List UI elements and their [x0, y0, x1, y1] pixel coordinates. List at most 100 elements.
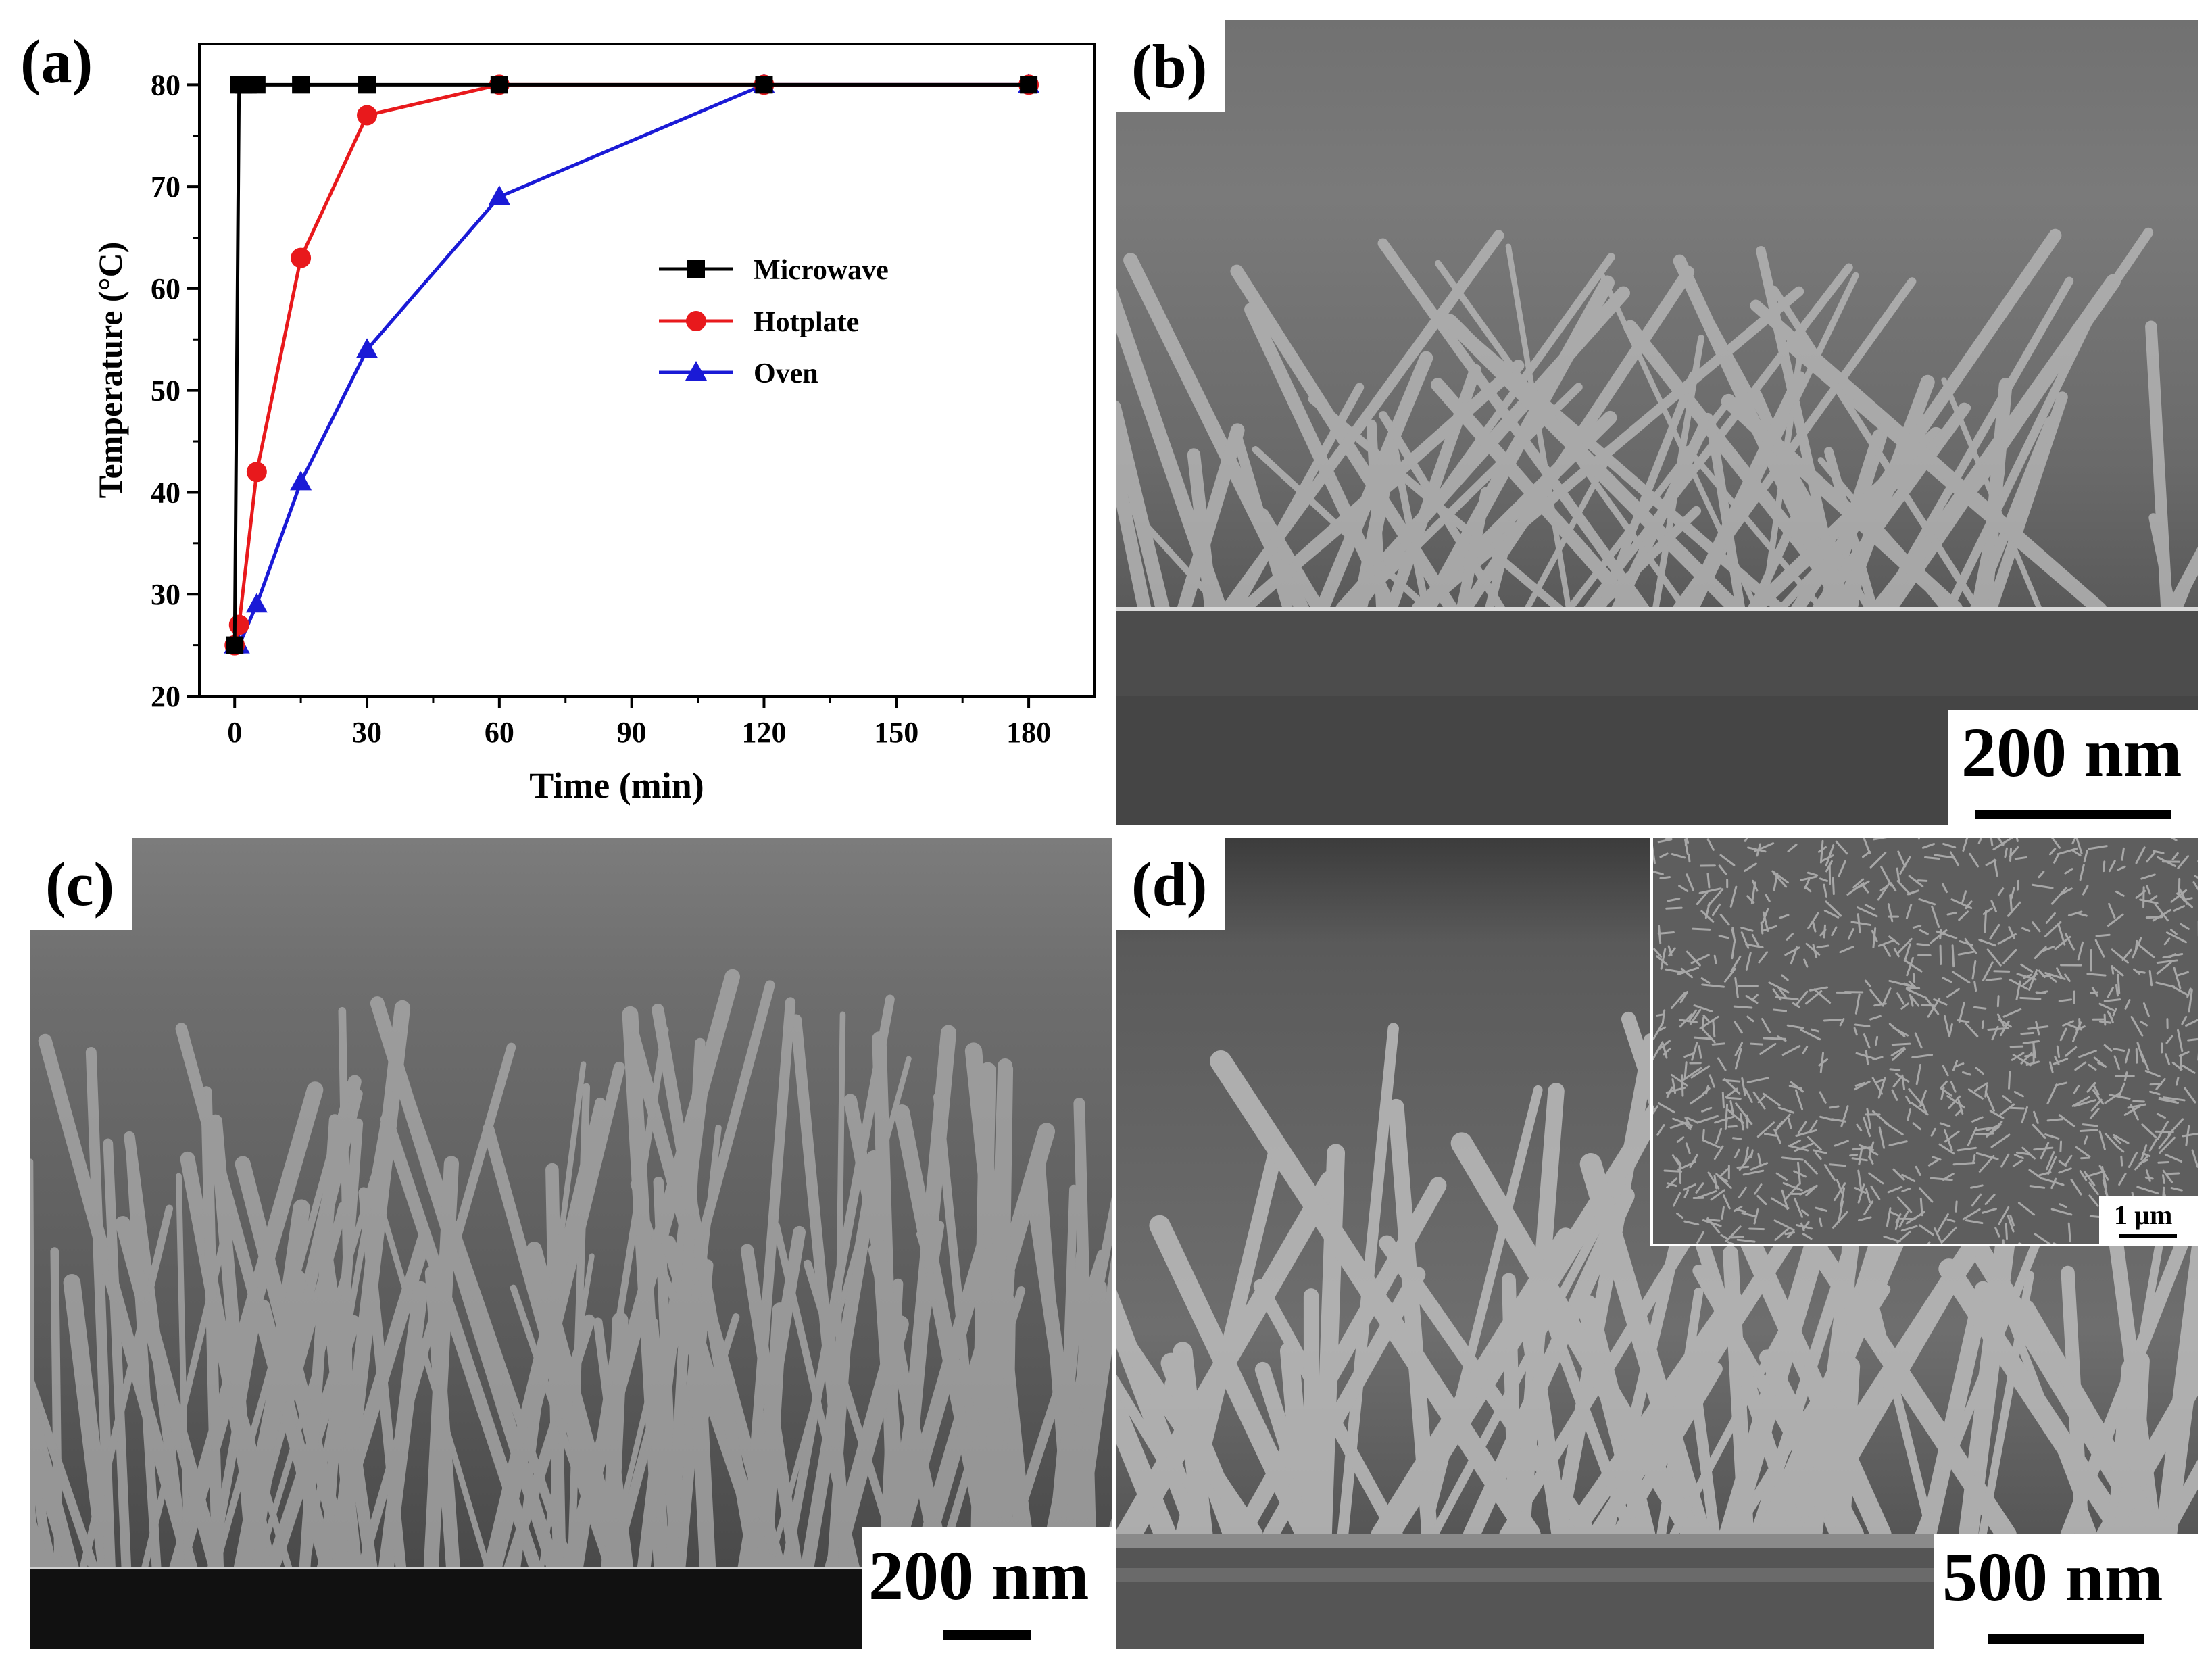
inset-nanorod [1919, 929, 1929, 935]
inset-nanorod [1678, 1167, 1682, 1185]
inset-nanorod [1886, 1207, 1892, 1227]
inset-nanorod [2095, 933, 2111, 937]
inset-nanorod [1777, 1035, 1787, 1042]
inset-nanorod [2009, 894, 2013, 913]
inset-nanorod [1730, 955, 1742, 973]
inset-nanorod [2191, 1149, 2198, 1168]
inset-nanorod [2079, 864, 2085, 881]
inset-nanorod [1772, 988, 1782, 1001]
inset-nanorod [2136, 1186, 2159, 1195]
inset-nanorod [2050, 1208, 2073, 1216]
inset-nanorod [1834, 1182, 1846, 1201]
inset-nanorod [1868, 1172, 1884, 1185]
inset-nanorod [1751, 933, 1761, 948]
inset-nanorod [1786, 1230, 1795, 1239]
nanorod [1456, 487, 1492, 614]
inset-nanorod [1940, 1080, 1948, 1090]
inset-nanorod [1823, 909, 1840, 919]
panel-a-label: (a) [20, 27, 93, 96]
inset-nanorod [2078, 912, 2088, 917]
inset-nanorod [2148, 969, 2153, 987]
inset-nanorod [2155, 1130, 2174, 1133]
inset-nanorod [2132, 937, 2142, 959]
inset-nanorod [1727, 1125, 1738, 1128]
inset-nanorod [1695, 1182, 1704, 1194]
inset-nanorod [2134, 1155, 2148, 1171]
inset-nanorod [1967, 1127, 1977, 1146]
inset-nanorod [2104, 1133, 2119, 1149]
inset-nanorod [1706, 1217, 1721, 1234]
y-tick-label: 40 [151, 476, 180, 509]
inset-nanorod [1944, 1129, 1953, 1152]
inset-nanorod [1670, 1073, 1688, 1087]
inset-nanorod [1752, 879, 1759, 892]
inset-nanorod [2087, 845, 2108, 850]
inset-nanorod [1933, 998, 1948, 1006]
inset-nanorod [2107, 1010, 2113, 1020]
inset-nanorod [1803, 1160, 1818, 1175]
inset-nanorod [1849, 1153, 1859, 1157]
inset-nanorod [2177, 1029, 2184, 1052]
scale-line-b [1975, 810, 2171, 819]
inset-nanorod [1700, 910, 1715, 923]
inset-nanorod [2035, 991, 2046, 994]
inset-nanorod [2004, 847, 2008, 858]
inset-nanorod [1882, 987, 1892, 1006]
inset-nanorod [1667, 1182, 1677, 1188]
inset-nanorod [1738, 1186, 1747, 1199]
inset-nanorod [1770, 1197, 1790, 1210]
x-axis-label: Time (min) [529, 765, 704, 806]
inset-nanorod [1713, 1145, 1724, 1160]
nanorod [30, 1500, 50, 1575]
inset-nanorod [2071, 849, 2082, 857]
inset-nanorod [2002, 948, 2017, 964]
nanorod [1706, 419, 1746, 614]
nanorod [1177, 423, 1245, 616]
inset-nanorod [1765, 894, 1771, 902]
inset-nanorod [2156, 1113, 2166, 1119]
hotplate-line [232, 82, 1029, 646]
inset-nanorod [2097, 1061, 2107, 1068]
inset-nanorod [2113, 1048, 2125, 1052]
inset-nanorod [1779, 914, 1790, 919]
inset-nanorod [1990, 900, 1997, 913]
inset-nanorod [1750, 994, 1759, 1002]
inset-nanorod [1905, 904, 1913, 919]
inset-nanorod [1892, 1027, 1909, 1037]
inset-nanorod [1863, 838, 1871, 854]
inset-nanorod [1915, 1064, 1921, 1085]
inset-nanorod [1896, 937, 1913, 955]
inset-nanorod [2098, 1130, 2106, 1150]
inset-nanorod [1794, 1089, 1804, 1110]
inset-nanorod [1998, 1206, 2010, 1225]
temperature-chart: 0 30 60 90 120 150 180 20 30 40 50 60 70 80 Time (min)… [91, 43, 1096, 806]
inset-nanorod [1809, 986, 1829, 992]
nanorod [1116, 1374, 1212, 1540]
inset-nanorod [2094, 939, 2105, 958]
nanorod [514, 1061, 587, 1571]
inset-nanorod [2077, 941, 2084, 961]
inset-nanorod [2155, 1077, 2166, 1090]
inset-nanorod [2049, 976, 2057, 983]
inset-nanorod [1689, 1094, 1704, 1105]
inset-nanorod [2107, 987, 2114, 998]
inset-nanorod [2073, 990, 2075, 1004]
nanorod [397, 1071, 576, 1573]
inset-nanorod [1861, 883, 1869, 894]
nanorod [175, 1023, 335, 1574]
inset-nanorod [1816, 944, 1829, 949]
inset-nanorod [2045, 912, 2056, 924]
inset-nanorod [1911, 1054, 1934, 1059]
inset-nanorod [1946, 912, 1957, 916]
inset-nanorod [2178, 1050, 2190, 1057]
hotplate-point [246, 462, 267, 483]
inset-nanorod [1754, 1183, 1763, 1195]
nanorod [666, 1037, 706, 1573]
inset-nanorod [1696, 1231, 1705, 1244]
inset-nanorod [1978, 1154, 1995, 1173]
inset-nanorod [1869, 1150, 1879, 1156]
inset-nanorod [2120, 1155, 2123, 1167]
inset-nanorod [1672, 1192, 1681, 1207]
scale-bar-c: 200 nm [862, 1527, 1112, 1649]
nanorod [1149, 1215, 1317, 1545]
